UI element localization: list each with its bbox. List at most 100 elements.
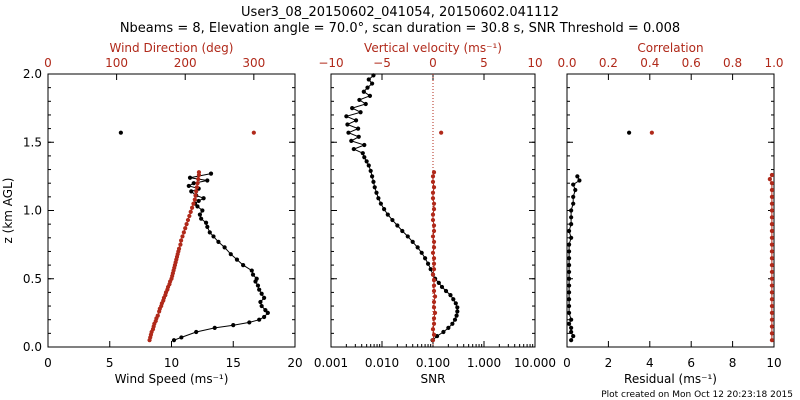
y-axis-label: z (km AGL) — [1, 178, 15, 244]
data-point — [366, 163, 371, 168]
x-tick-label: 10 — [164, 356, 179, 370]
data-point — [194, 189, 199, 194]
data-point — [262, 314, 267, 320]
x-tick-label: 0 — [44, 356, 52, 370]
data-point — [448, 293, 453, 298]
data-point — [627, 130, 632, 135]
top-tick-label: 0.8 — [723, 56, 742, 70]
data-point — [566, 269, 572, 275]
data-point — [569, 317, 574, 322]
x-tick-label: 10 — [766, 356, 781, 370]
data-point — [234, 257, 240, 262]
data-point — [566, 283, 572, 288]
data-point — [216, 239, 221, 244]
data-point — [405, 234, 410, 239]
data-point — [769, 263, 775, 268]
x-tick-label: 2 — [605, 356, 613, 370]
data-point — [769, 297, 775, 302]
data-point — [228, 252, 233, 257]
data-point — [431, 223, 437, 228]
x-tick-label: 5 — [106, 356, 114, 370]
x-axis-label: Residual (ms⁻¹) — [624, 372, 717, 386]
data-point — [250, 272, 256, 277]
data-point — [566, 249, 572, 254]
data-point — [259, 303, 264, 309]
data-point — [349, 138, 354, 143]
data-point — [385, 212, 390, 217]
data-point — [769, 242, 775, 247]
data-point — [769, 201, 775, 206]
data-point — [569, 338, 574, 343]
series-wind-direction — [147, 170, 202, 343]
data-point — [453, 301, 458, 306]
data-point — [176, 246, 182, 251]
data-point — [344, 114, 349, 119]
data-point — [367, 93, 373, 98]
top-tick-label: 0.0 — [557, 56, 576, 70]
series-wind-speed — [171, 171, 270, 343]
header-line-1: User3_08_20150602_041054, 20150602.04111… — [241, 5, 559, 20]
data-point — [443, 288, 449, 294]
data-point — [263, 308, 268, 313]
data-point — [569, 325, 574, 330]
data-point — [197, 212, 203, 217]
data-point — [257, 317, 262, 322]
data-point — [192, 197, 197, 202]
data-point — [432, 294, 438, 299]
top-axis-label: Vertical velocity (ms⁻¹) — [364, 41, 502, 55]
data-point — [566, 263, 572, 268]
top-tick-label: −10 — [318, 56, 343, 70]
plot-timestamp: Plot created on Mon Oct 12 20:23:18 2015 — [601, 390, 793, 400]
data-point — [118, 130, 123, 135]
data-point — [362, 142, 367, 148]
data-point — [358, 110, 363, 115]
data-point — [566, 276, 572, 281]
x-tick-label: 0.100 — [416, 356, 450, 370]
data-point — [188, 209, 193, 214]
data-point — [431, 239, 437, 244]
chart-panel-2: 0.001 0.010 0.100 1.000 10.000 SNR −10 −5 0 5 10 Ve… — [314, 41, 556, 386]
data-point — [571, 194, 576, 199]
header-line-2: Nbeams = 8, Elevation angle = 70.0°, sca… — [120, 21, 680, 36]
data-point — [430, 338, 436, 343]
data-point — [356, 134, 361, 139]
data-point — [769, 338, 775, 343]
data-point — [180, 234, 185, 239]
data-point — [211, 234, 216, 239]
data-point — [254, 276, 259, 281]
data-point — [258, 299, 263, 305]
data-point — [566, 310, 572, 315]
data-point — [353, 118, 359, 123]
data-point — [431, 316, 437, 321]
data-point — [569, 215, 574, 220]
data-point — [769, 249, 775, 254]
data-point — [361, 89, 366, 94]
data-point — [430, 196, 436, 201]
data-point — [362, 155, 367, 160]
data-point — [196, 198, 201, 204]
data-point — [431, 170, 437, 175]
top-tick-label: 0 — [44, 56, 52, 70]
data-point — [231, 323, 236, 328]
x-tick-label: 0.001 — [314, 356, 348, 370]
data-point — [431, 299, 437, 305]
data-point — [181, 230, 186, 235]
data-point — [255, 283, 261, 288]
series-snr — [344, 73, 460, 343]
series-line — [173, 173, 269, 341]
top-tick-label: 0 — [429, 56, 437, 70]
top-tick-label: 10 — [527, 56, 542, 70]
data-point — [185, 217, 191, 223]
top-tick-label: 100 — [105, 56, 128, 70]
data-point — [431, 261, 437, 266]
data-point — [207, 230, 212, 235]
top-axis-label: Wind Direction (deg) — [110, 41, 234, 55]
top-tick-label: 1.0 — [764, 56, 783, 70]
x-tick-label: 0 — [563, 356, 571, 370]
data-point — [769, 324, 775, 329]
y-tick-label: 1.0 — [23, 204, 42, 218]
data-point — [430, 179, 436, 184]
data-point — [769, 303, 775, 309]
x-tick-label: 4 — [646, 356, 654, 370]
